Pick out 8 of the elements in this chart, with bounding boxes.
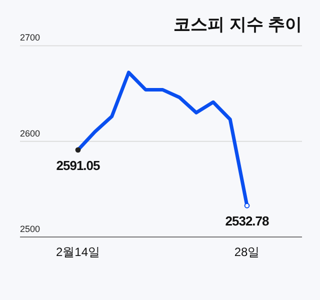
y-tick-label: 2500 [20, 224, 40, 234]
y-tick-label: 2700 [20, 32, 40, 43]
y-tick-label: 2600 [20, 128, 40, 138]
data-label: 2591.05 [56, 158, 100, 173]
chart-title: 코스피 지수 추이 [174, 15, 302, 34]
data-label: 2532.78 [225, 214, 270, 229]
x-tick-label: 2월14일 [56, 245, 100, 259]
x-tick-label: 28일 [234, 245, 260, 259]
